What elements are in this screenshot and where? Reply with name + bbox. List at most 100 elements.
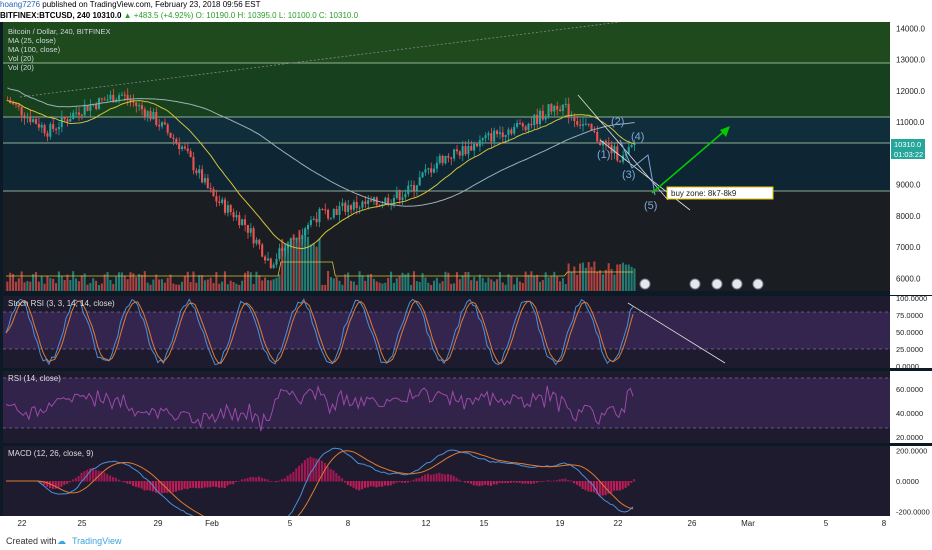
volume-bar xyxy=(243,272,247,291)
up-arrow-icon: ▲ xyxy=(123,11,132,20)
volume-bar xyxy=(450,283,453,291)
macd-histogram-bar xyxy=(249,476,252,482)
volume-bar xyxy=(464,271,467,291)
volume-bar xyxy=(34,272,37,291)
macd-histogram-bar xyxy=(467,481,470,483)
legend-ma25[interactable]: MA (25, close) xyxy=(8,36,56,45)
macd-histogram-bar xyxy=(326,466,329,482)
volume-bar xyxy=(97,284,100,291)
volume-bar xyxy=(384,282,387,291)
candle-body xyxy=(69,119,72,122)
macd-histogram-bar xyxy=(355,481,358,490)
macd-histogram-bar xyxy=(48,481,52,489)
macd-histogram-bar xyxy=(601,481,604,496)
volume-bar xyxy=(117,272,121,291)
candle-body xyxy=(258,239,261,245)
volume-bar xyxy=(6,281,9,291)
macd-histogram-bar xyxy=(226,481,229,486)
candle-body xyxy=(599,141,602,146)
macd-histogram-bar xyxy=(278,480,281,482)
macd-histogram-bar xyxy=(117,479,120,482)
candle-body xyxy=(464,146,467,155)
macd-histogram-bar xyxy=(197,481,200,489)
candle-body xyxy=(561,104,564,111)
volume-bar xyxy=(235,283,238,291)
macd-line xyxy=(6,447,634,534)
volume-bar xyxy=(358,271,361,291)
event-markers[interactable] xyxy=(639,278,764,290)
candle-body xyxy=(527,123,530,131)
macd-histogram-bar xyxy=(469,481,472,484)
macd-histogram-bar xyxy=(369,481,372,487)
wave-label-5: (5) xyxy=(644,200,657,212)
macd-histogram-bar xyxy=(46,481,49,487)
volume-bar xyxy=(527,274,530,291)
tradingview-brand[interactable]: TradingView xyxy=(72,536,122,546)
macd-histogram-bar xyxy=(177,481,180,491)
volume-bar xyxy=(573,266,576,291)
volume-bar xyxy=(75,278,78,291)
legend-vol2[interactable]: Vol (20) xyxy=(8,63,34,72)
macd-histogram-bar xyxy=(521,481,524,484)
volume-bar xyxy=(183,276,186,291)
macd-histogram-bar xyxy=(550,480,553,482)
rsi-tick: 40.0000 xyxy=(896,409,923,418)
candle-body xyxy=(621,155,625,162)
candle-body xyxy=(513,126,516,134)
time-tick: 8 xyxy=(346,519,351,528)
candle-body xyxy=(347,205,350,212)
macd-histogram-bar xyxy=(461,481,464,482)
volume-bar xyxy=(321,284,324,291)
volume-bar xyxy=(324,284,327,291)
target-arrowhead xyxy=(720,126,730,137)
header-row-1: hoang7276 published on TradingView.com, … xyxy=(0,0,932,11)
volume-bar xyxy=(223,271,226,291)
wave-label-3: (3) xyxy=(622,169,635,181)
macd-histogram-bar xyxy=(229,481,232,485)
macd-histogram-bar xyxy=(306,457,309,482)
rsi-pane-label: RSI (14, close) xyxy=(8,374,61,383)
candle-body xyxy=(80,114,83,116)
price-tick: 7000.0 xyxy=(896,243,921,252)
rsi-axis xyxy=(890,371,932,443)
volume-bar xyxy=(238,284,241,291)
author-link[interactable]: hoang7276 xyxy=(0,0,41,9)
volume-bar xyxy=(229,280,232,291)
macd-histogram-bar xyxy=(132,481,135,486)
candle-body xyxy=(83,105,86,115)
rsi-axis-ticks: 60.0000 40.0000 20.0000 xyxy=(896,385,923,442)
buy-zone-box[interactable] xyxy=(666,186,774,200)
volume-bar xyxy=(72,271,75,291)
volume-bar xyxy=(332,278,335,291)
candle-body xyxy=(238,215,241,226)
volume-bar xyxy=(32,274,35,291)
candle-body xyxy=(57,127,60,130)
countdown-value: 01:03:22 xyxy=(894,150,923,159)
volume-bar xyxy=(401,272,404,291)
volume-bar xyxy=(178,284,181,291)
wave-label-4: (4) xyxy=(631,131,644,143)
macd-histogram-bar xyxy=(312,457,315,482)
volume-bar xyxy=(120,272,123,291)
volume-bar xyxy=(318,238,321,291)
event-flag-icon xyxy=(731,278,743,290)
candle-body xyxy=(189,151,192,157)
candle-body xyxy=(401,197,404,201)
volume-bar xyxy=(424,277,427,291)
macd-histogram-bar xyxy=(564,478,567,482)
legend-ma100[interactable]: MA (100, close) xyxy=(8,45,61,54)
volume-bar xyxy=(60,276,63,291)
wave-label-1: (1) xyxy=(597,149,610,161)
macd-histogram-bar xyxy=(77,475,80,482)
candle-body xyxy=(361,201,364,208)
volume-bar xyxy=(26,281,29,291)
volume-bar xyxy=(186,271,189,291)
time-axis[interactable] xyxy=(0,516,932,533)
macd-histogram-bar xyxy=(378,481,381,487)
macd-histogram-bar xyxy=(269,481,272,482)
candle-body xyxy=(324,209,327,211)
tradingview-logo-icon[interactable]: ☁ xyxy=(57,536,66,546)
legend-vol1[interactable]: Vol (20) xyxy=(8,54,34,63)
macd-histogram-bar xyxy=(134,481,137,487)
